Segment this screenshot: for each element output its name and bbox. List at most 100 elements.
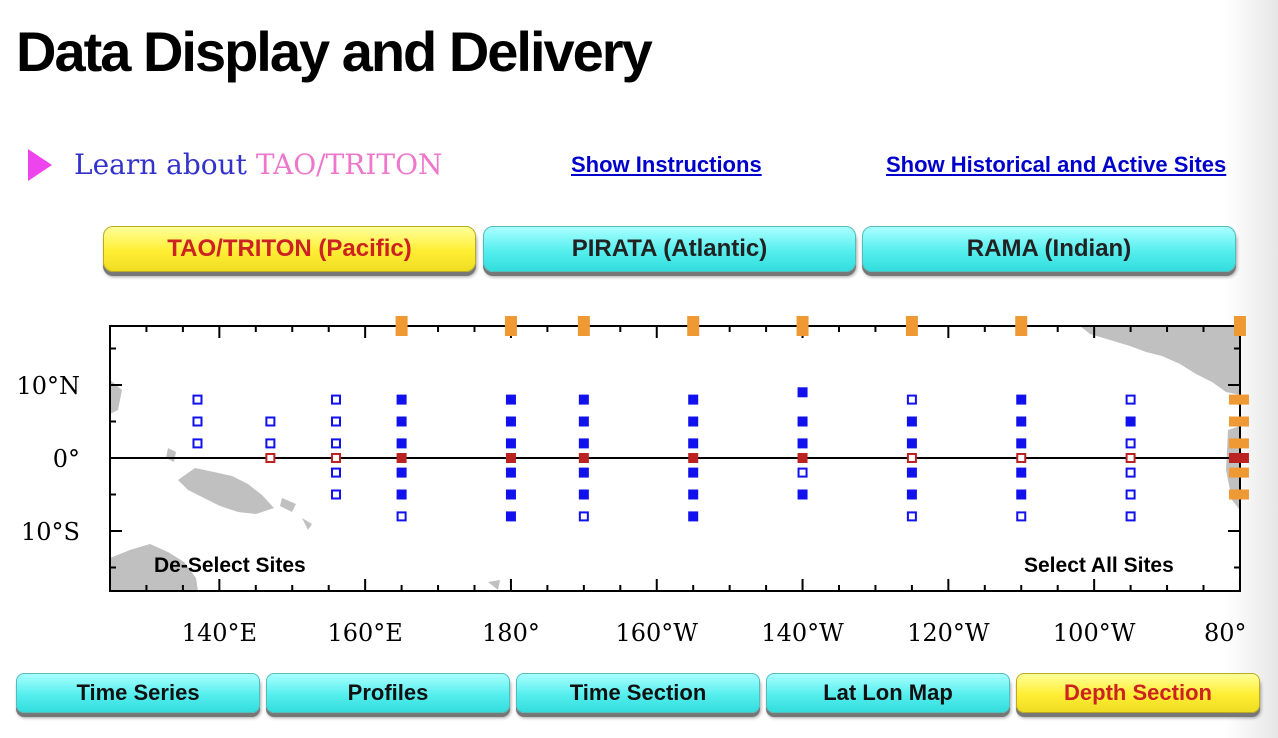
mooring-site[interactable] [797, 387, 808, 398]
mooring-site[interactable] [1016, 438, 1027, 449]
mooring-site[interactable] [578, 438, 589, 449]
y-tick-label: 10°N [16, 372, 80, 400]
mooring-site[interactable] [1016, 489, 1027, 500]
tab-lat-lon-map[interactable]: Lat Lon Map [766, 673, 1010, 713]
mooring-site[interactable] [265, 453, 276, 463]
mooring-site[interactable] [688, 489, 699, 500]
mooring-site[interactable] [1016, 453, 1027, 463]
mooring-site[interactable] [906, 511, 917, 522]
mooring-site[interactable] [505, 453, 516, 463]
mooring-site[interactable] [1016, 467, 1027, 478]
column-marker[interactable] [687, 316, 700, 336]
select-all-sites-button[interactable]: Select All Sites [1024, 554, 1174, 577]
mooring-site[interactable] [1125, 511, 1136, 522]
mooring-site[interactable] [1125, 489, 1136, 500]
mooring-site[interactable] [906, 489, 917, 500]
mooring-site[interactable] [505, 416, 516, 427]
mooring-site[interactable] [578, 453, 589, 463]
tab-tao-triton[interactable]: TAO/TRITON (Pacific) [103, 226, 476, 272]
show-historical-sites-link[interactable]: Show Historical and Active Sites [886, 152, 1227, 177]
mooring-site[interactable] [688, 394, 699, 405]
mooring-site[interactable] [1228, 416, 1249, 427]
mooring-site[interactable] [797, 489, 808, 500]
tab-depth-section[interactable]: Depth Section [1016, 673, 1260, 713]
mooring-site[interactable] [396, 467, 407, 478]
mooring-site[interactable] [578, 511, 589, 522]
mooring-site[interactable] [1125, 467, 1136, 478]
tab-pirata[interactable]: PIRATA (Atlantic) [483, 226, 856, 272]
x-tick-label: 100°W [1053, 619, 1136, 647]
site-map[interactable]: 140°E 160°E 180° 160°W 140°W 120°W 100°W 80° 10… [0, 300, 1278, 660]
mooring-site[interactable] [1228, 453, 1249, 463]
mooring-site[interactable] [578, 416, 589, 427]
mooring-site[interactable] [1016, 394, 1027, 405]
mooring-site[interactable] [578, 489, 589, 500]
mooring-site[interactable] [578, 467, 589, 478]
mooring-site[interactable] [396, 511, 407, 522]
learn-about-link[interactable]: Learn about TAO/TRITON [28, 148, 443, 181]
mooring-site[interactable] [578, 394, 589, 405]
mooring-site[interactable] [1228, 438, 1249, 449]
column-marker[interactable] [796, 316, 809, 336]
mooring-site[interactable] [330, 394, 341, 405]
mooring-site[interactable] [265, 416, 276, 427]
mooring-site[interactable] [797, 438, 808, 449]
mooring-site[interactable] [906, 467, 917, 478]
tab-profiles[interactable]: Profiles [266, 673, 510, 713]
column-marker[interactable] [504, 316, 517, 336]
column-marker[interactable] [1015, 316, 1028, 336]
mooring-site[interactable] [396, 394, 407, 405]
mooring-site[interactable] [1228, 467, 1249, 478]
mooring-site[interactable] [1125, 438, 1136, 449]
mooring-site[interactable] [1125, 453, 1136, 463]
mooring-site[interactable] [330, 416, 341, 427]
mooring-site[interactable] [1228, 489, 1249, 500]
column-marker[interactable] [905, 316, 918, 336]
mooring-site[interactable] [505, 438, 516, 449]
mooring-site[interactable] [688, 416, 699, 427]
mooring-site[interactable] [1228, 394, 1249, 405]
mooring-site[interactable] [906, 416, 917, 427]
mooring-site[interactable] [330, 438, 341, 449]
land-island [302, 518, 312, 530]
mooring-site[interactable] [797, 453, 808, 463]
mooring-site[interactable] [505, 489, 516, 500]
mooring-site[interactable] [330, 467, 341, 478]
column-marker[interactable] [1233, 316, 1246, 336]
column-marker[interactable] [395, 316, 408, 336]
tab-rama[interactable]: RAMA (Indian) [862, 226, 1236, 272]
mooring-site[interactable] [797, 416, 808, 427]
mooring-site[interactable] [192, 438, 203, 449]
mooring-site[interactable] [1125, 416, 1136, 427]
mooring-site[interactable] [330, 489, 341, 500]
mooring-site[interactable] [192, 416, 203, 427]
mooring-site[interactable] [688, 453, 699, 463]
mooring-site[interactable] [265, 438, 276, 449]
tab-time-section[interactable]: Time Section [516, 673, 760, 713]
mooring-site[interactable] [505, 511, 516, 522]
mooring-site[interactable] [396, 438, 407, 449]
mooring-site[interactable] [797, 467, 808, 478]
mooring-site[interactable] [505, 467, 516, 478]
column-marker[interactable] [577, 316, 590, 336]
mooring-site[interactable] [688, 467, 699, 478]
mooring-site[interactable] [1016, 511, 1027, 522]
mooring-site[interactable] [906, 453, 917, 463]
mooring-site[interactable] [396, 489, 407, 500]
mooring-site[interactable] [1016, 416, 1027, 427]
mooring-site[interactable] [688, 511, 699, 522]
mooring-site[interactable] [396, 453, 407, 463]
mooring-site[interactable] [192, 394, 203, 405]
mooring-site[interactable] [906, 438, 917, 449]
show-instructions-link[interactable]: Show Instructions [571, 152, 762, 177]
mooring-site[interactable] [688, 438, 699, 449]
mooring-site[interactable] [396, 416, 407, 427]
mooring-site[interactable] [330, 453, 341, 463]
deselect-sites-button[interactable]: De-Select Sites [154, 554, 306, 577]
site-markers[interactable] [192, 316, 1249, 522]
mooring-site[interactable] [505, 394, 516, 405]
play-arrow-icon [28, 148, 52, 181]
mooring-site[interactable] [906, 394, 917, 405]
mooring-site[interactable] [1125, 394, 1136, 405]
tab-time-series[interactable]: Time Series [16, 673, 260, 713]
